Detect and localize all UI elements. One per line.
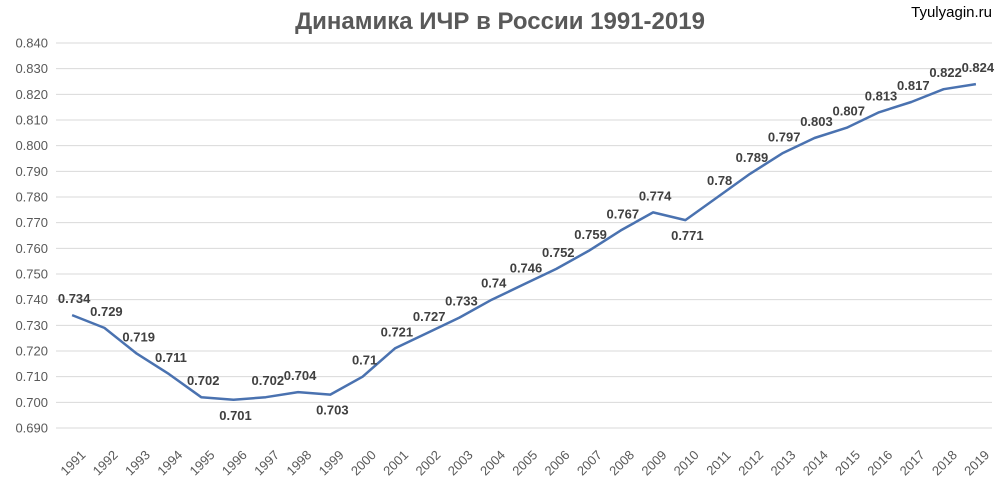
x-tick-label: 2016 <box>864 447 895 478</box>
x-axis: 1991 1992 1993 1994 1995 1996 1997 1998 1999 2000… <box>57 447 992 478</box>
y-tick-label: 0.830 <box>15 61 48 76</box>
data-label: 0.703 <box>316 403 349 418</box>
y-tick-label: 0.700 <box>15 395 48 410</box>
data-label: 0.817 <box>897 78 930 93</box>
x-tick-label: 2018 <box>929 447 960 478</box>
data-label: 0.701 <box>219 408 252 423</box>
data-label: 0.803 <box>800 114 833 129</box>
y-tick-label: 0.690 <box>15 421 48 436</box>
data-label: 0.797 <box>768 129 801 144</box>
data-label: 0.746 <box>510 260 543 275</box>
x-tick-label: 1996 <box>219 447 250 478</box>
x-tick-label: 2004 <box>477 447 508 478</box>
data-label: 0.729 <box>90 304 123 319</box>
x-tick-label: 2019 <box>961 447 992 478</box>
data-label: 0.733 <box>445 294 478 309</box>
x-tick-label: 1998 <box>283 447 314 478</box>
data-label: 0.752 <box>542 245 575 260</box>
y-tick-label: 0.840 <box>15 36 48 51</box>
data-label: 0.71 <box>352 353 377 368</box>
chart-title: Динамика ИЧР в России 1991-2019 <box>295 8 705 35</box>
x-tick-label: 2005 <box>509 447 540 478</box>
x-tick-label: 2006 <box>542 447 573 478</box>
y-tick-label: 0.790 <box>15 164 48 179</box>
data-label: 0.721 <box>381 324 414 339</box>
grid-lines <box>56 42 992 429</box>
x-tick-label: 2014 <box>800 447 831 478</box>
series-line-layer <box>71 82 977 402</box>
y-tick-label: 0.710 <box>15 369 48 384</box>
x-tick-label: 2008 <box>606 447 637 478</box>
data-label: 0.771 <box>671 228 704 243</box>
data-label: 0.702 <box>252 373 285 388</box>
x-tick-label: 1999 <box>316 447 347 478</box>
x-tick-label: 2015 <box>832 447 863 478</box>
y-axis: 0.690 0.700 0.710 0.720 0.730 0.740 0.750 0.760… <box>15 36 48 436</box>
series-line <box>71 82 977 402</box>
x-tick-label: 1993 <box>122 447 153 478</box>
x-tick-label: 2017 <box>897 447 928 478</box>
y-tick-label: 0.750 <box>15 267 48 282</box>
data-label: 0.789 <box>736 150 769 165</box>
y-tick-label: 0.720 <box>15 344 48 359</box>
y-tick-label: 0.820 <box>15 87 48 102</box>
data-label: 0.727 <box>413 309 446 324</box>
x-tick-label: 1994 <box>154 447 185 478</box>
x-tick-label: 2011 <box>703 448 733 478</box>
data-label: 0.734 <box>58 291 91 306</box>
x-tick-label: 2000 <box>348 447 379 478</box>
data-label: 0.822 <box>929 65 962 80</box>
x-tick-label: 1991 <box>57 447 88 478</box>
x-tick-label: 2007 <box>574 447 605 478</box>
data-label: 0.711 <box>155 350 187 365</box>
data-label: 0.704 <box>284 368 317 383</box>
y-tick-label: 0.760 <box>15 241 48 256</box>
data-label: 0.824 <box>962 60 995 75</box>
x-tick-label: 2013 <box>767 447 798 478</box>
y-tick-label: 0.800 <box>15 138 48 153</box>
data-label: 0.719 <box>122 330 155 345</box>
data-label: 0.74 <box>481 276 507 291</box>
data-label: 0.78 <box>707 173 732 188</box>
data-label: 0.759 <box>574 227 607 242</box>
x-tick-label: 2003 <box>445 447 476 478</box>
x-tick-label: 2009 <box>638 447 669 478</box>
x-tick-label: 2002 <box>412 447 443 478</box>
data-label: 0.807 <box>832 104 865 119</box>
x-tick-label: 1997 <box>251 447 282 478</box>
data-label: 0.774 <box>639 188 672 203</box>
x-tick-label: 2012 <box>735 447 766 478</box>
y-tick-label: 0.770 <box>15 215 48 230</box>
y-tick-label: 0.730 <box>15 318 48 333</box>
y-tick-label: 0.810 <box>15 113 48 128</box>
data-label: 0.702 <box>187 373 220 388</box>
y-tick-label: 0.740 <box>15 292 48 307</box>
watermark: Tyulyagin.ru <box>911 4 992 21</box>
y-tick-label: 0.780 <box>15 190 48 205</box>
x-tick-label: 2001 <box>380 447 411 478</box>
x-tick-label: 1992 <box>90 447 121 478</box>
x-tick-label: 2010 <box>671 447 702 478</box>
data-label: 0.767 <box>607 206 640 221</box>
data-label: 0.813 <box>865 88 898 103</box>
x-tick-label: 1995 <box>187 447 218 478</box>
